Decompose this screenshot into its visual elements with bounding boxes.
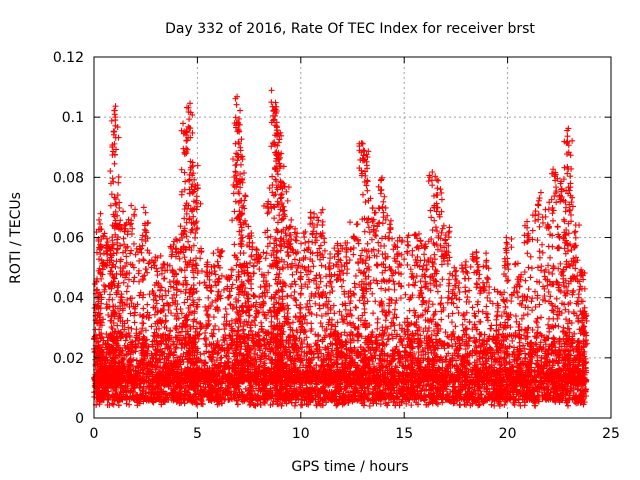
data-point [126,401,133,408]
data-point [408,402,415,409]
data-point [509,337,516,344]
data-points [91,87,591,409]
data-point [380,340,387,347]
data-point [397,358,404,365]
data-point [488,401,495,408]
y-axis-label: ROTI / TECUs [8,192,24,284]
data-point [234,401,241,408]
data-point [195,331,202,338]
data-point [291,402,298,409]
data-point [170,338,177,345]
x-axis-label: GPS time / hours [291,459,408,475]
data-point [517,402,524,409]
data-point [115,402,122,409]
data-point [145,389,152,396]
chart-title: Day 332 of 2016, Rate Of TEC Index for r… [165,21,535,37]
data-point [225,396,232,403]
data-point [172,345,179,352]
data-point [110,401,117,408]
